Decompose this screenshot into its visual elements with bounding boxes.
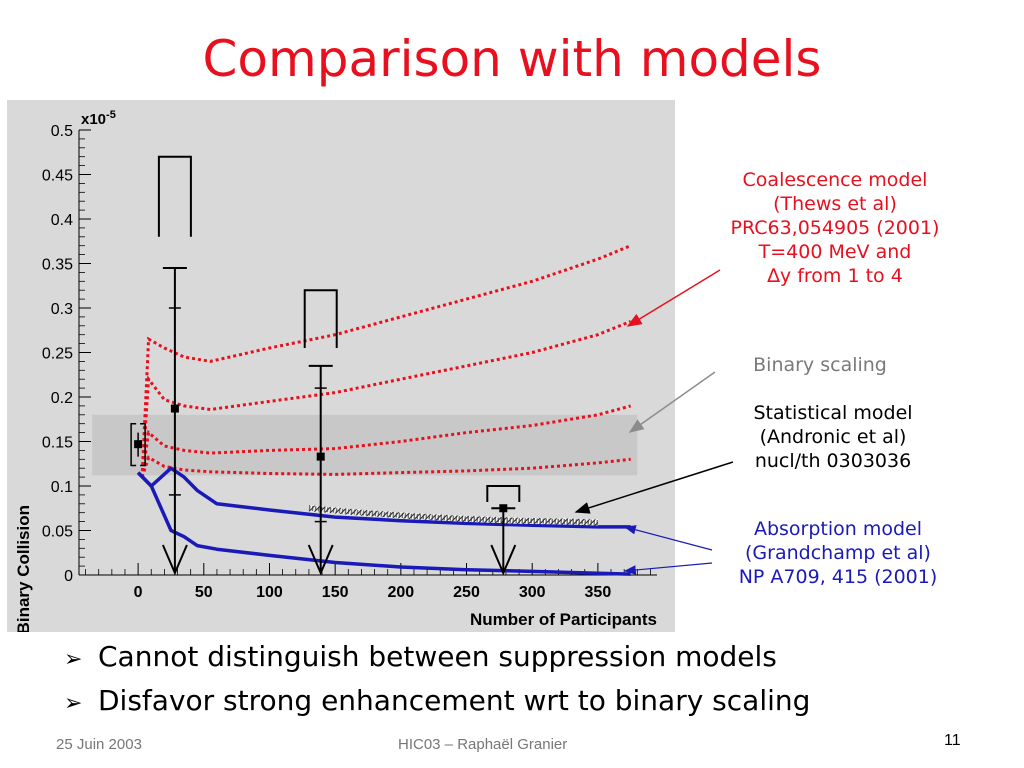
plot-panel: 0 0.05 0.1 0.15 0.2 0.25 0.3 0.35 0.4 0.45 0.5 0 50 1… xyxy=(7,100,675,632)
bullet-item: ➢ Disfavor strong enhancement wrt to bina… xyxy=(64,684,810,717)
y-tick-label: 0.45 xyxy=(42,168,73,185)
statistical-model-curve xyxy=(308,505,599,526)
y-tick-label: 0.3 xyxy=(51,301,73,318)
upper-limit-arrowhead xyxy=(161,544,188,576)
annotation-line: (Andronic et al) xyxy=(759,426,907,448)
y-axis-label: J/ψ B-dN/dy|y=0 per Binary Collision xyxy=(14,505,37,632)
data-point xyxy=(170,404,179,413)
data-point xyxy=(316,452,325,461)
upper-limit-arrowhead xyxy=(307,544,334,576)
bullet-text: Disfavor strong enhancement wrt to binar… xyxy=(98,684,811,717)
x-tick-label: 250 xyxy=(453,584,480,601)
x-tick-label: 150 xyxy=(322,584,349,601)
absorption-model-curve xyxy=(136,466,631,529)
annotation-line: T=400 MeV and xyxy=(758,241,912,263)
y-tick-label: 0 xyxy=(64,568,73,585)
bullet-arrow-icon: ➢ xyxy=(64,691,83,716)
annotation-line: Coalescence model xyxy=(742,169,928,191)
bullet-text: Cannot distinguish between suppression m… xyxy=(98,640,777,673)
binary-scaling-annotation: Binary scaling xyxy=(730,353,910,377)
systematic-bracket xyxy=(140,422,146,467)
annotation-line: Absorption model xyxy=(753,518,923,540)
annotation-line: NP A709, 415 (2001) xyxy=(738,566,938,588)
absorption-model-annotation: Absorption model (Grandchamp et al) NP A… xyxy=(698,517,978,589)
y-tick-label: 0.35 xyxy=(42,257,73,274)
x-axis-label: Number of Participants xyxy=(470,610,657,629)
systematic-bracket xyxy=(130,422,137,467)
axes: 0 0.05 0.1 0.15 0.2 0.25 0.3 0.35 0.4 0.45 0.5 0 50 1… xyxy=(42,123,657,601)
footer-talk: HIC03 – Raphaël Granier xyxy=(398,736,568,753)
y-tick-label: 0.15 xyxy=(42,435,73,452)
upper-limit-bracket xyxy=(157,155,192,237)
x-tick-label: 0 xyxy=(134,584,143,601)
annotation-line: (Grandchamp et al) xyxy=(745,542,931,564)
slide-title: Comparison with models xyxy=(202,30,822,88)
y-exponent-label: x10-5 xyxy=(81,109,116,128)
footer-date: 25 Juin 2003 xyxy=(56,736,142,753)
x-tick-label: 100 xyxy=(256,584,283,601)
data-points-layer xyxy=(130,155,521,576)
x-tick-label: 50 xyxy=(195,584,213,601)
y-exponent-base: x10 xyxy=(81,111,106,128)
data-point xyxy=(134,440,143,449)
annotation-line: (Thews et al) xyxy=(773,193,897,215)
chart: 0 0.05 0.1 0.15 0.2 0.25 0.3 0.35 0.4 0.45 0.5 0 50 1… xyxy=(7,100,675,632)
coalescence-model-curve xyxy=(140,404,632,478)
y-tick-label: 0.5 xyxy=(51,123,73,140)
y-tick-label: 0.25 xyxy=(42,346,73,363)
x-tick-label: 200 xyxy=(387,584,414,601)
plot-background xyxy=(7,100,675,632)
y-axis-label-tail: per Binary Collision xyxy=(14,505,33,632)
series-layer xyxy=(136,244,632,576)
annotation-line: PRC63,054905 (2001) xyxy=(730,217,940,239)
upper-limit-arrowhead xyxy=(490,544,517,576)
bullet-arrow-icon: ➢ xyxy=(64,647,83,672)
absorption-model-curve xyxy=(136,471,631,576)
upper-limit-bracket xyxy=(303,289,338,349)
page-number: 11 xyxy=(944,732,961,749)
annotation-line: ∆y from 1 to 4 xyxy=(767,265,903,287)
y-tick-label: 0.4 xyxy=(51,212,73,229)
axis-label-layer: Number of Participants J/ψ B-dN/dy|y=0 pe… xyxy=(14,109,657,632)
annotation-line: nucl/th 0303036 xyxy=(754,450,912,472)
data-point xyxy=(499,504,508,513)
bullet-item: ➢ Cannot distinguish between suppression … xyxy=(64,640,777,673)
x-tick-label: 300 xyxy=(519,584,546,601)
x-tick-label: 350 xyxy=(585,584,612,601)
y-exponent-power: -5 xyxy=(106,109,116,121)
y-tick-label: 0.1 xyxy=(51,479,73,496)
y-tick-label: 0.05 xyxy=(42,524,73,541)
coalescence-model-curve xyxy=(140,244,632,478)
upper-limit-bracket xyxy=(486,485,521,503)
annotation-line: Binary scaling xyxy=(753,354,887,376)
statistical-model-annotation: Statistical model (Andronic et al) nucl/… xyxy=(708,401,958,473)
annotation-line: Statistical model xyxy=(753,402,913,424)
y-tick-label: 0.2 xyxy=(51,390,73,407)
coalescence-model-annotation: Coalescence model (Thews et al) PRC63,05… xyxy=(690,168,980,288)
